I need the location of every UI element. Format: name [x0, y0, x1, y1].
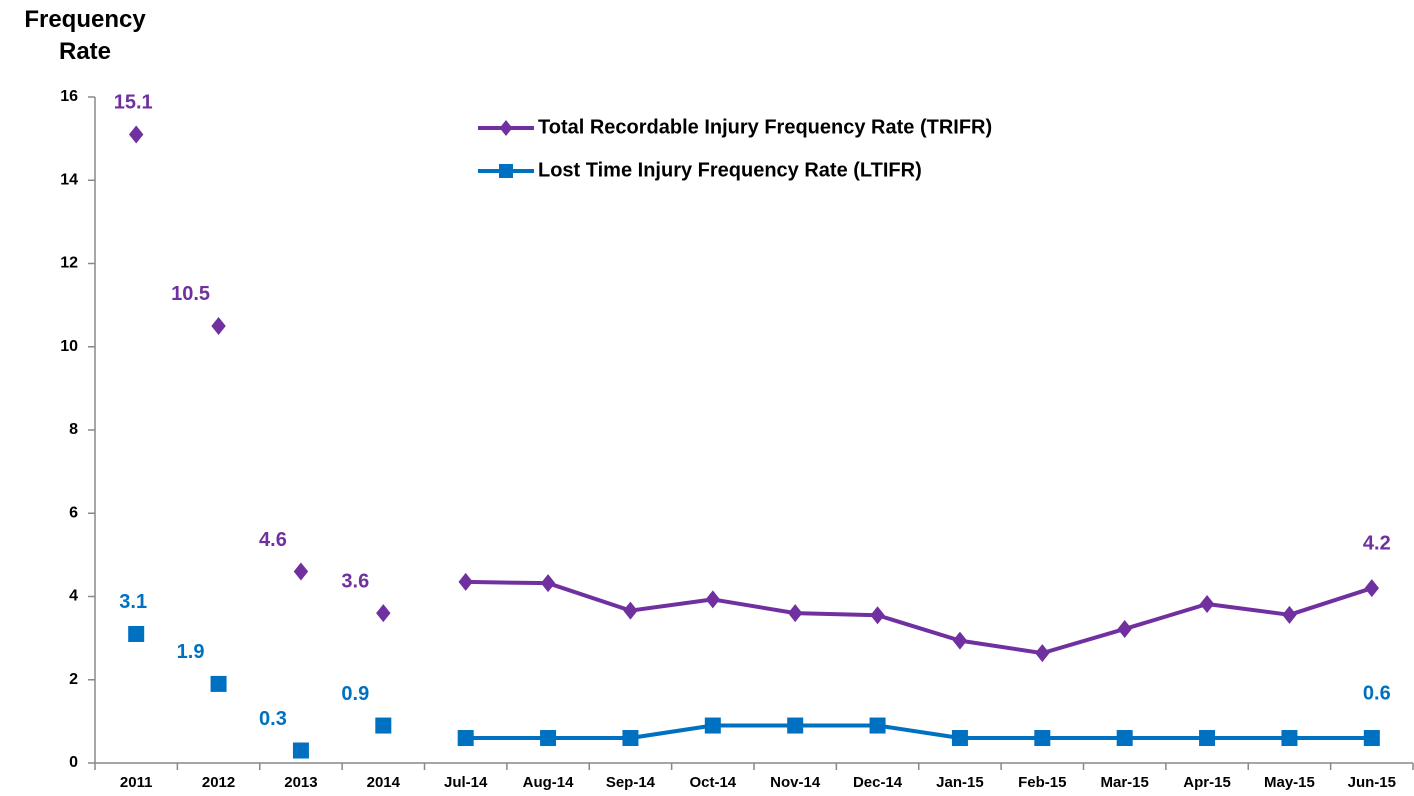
diamond-marker [787, 604, 803, 623]
square-marker [292, 742, 309, 759]
square-marker [1116, 730, 1133, 747]
x-tick-label: Nov-14 [770, 774, 821, 791]
diamond-marker [540, 574, 556, 593]
y-tick-label: 16 [60, 88, 78, 105]
x-tick-label: 2011 [120, 774, 153, 791]
data-label: 1.9 [177, 641, 205, 663]
x-tick-label: 2014 [367, 774, 401, 791]
data-label: 15.1 [114, 92, 153, 114]
square-marker [951, 730, 968, 747]
legend-label: Total Recordable Injury Frequency Rate (… [538, 116, 992, 138]
diamond-marker [1282, 605, 1297, 624]
square-marker [540, 730, 557, 747]
square-marker [1199, 730, 1216, 747]
y-tick-label: 6 [69, 504, 78, 521]
x-tick-label: Jun-15 [1348, 774, 1396, 791]
square-marker [1034, 730, 1051, 747]
data-label: 0.9 [341, 683, 369, 705]
diamond-marker [293, 562, 309, 581]
y-tick-label: 4 [69, 588, 78, 605]
x-tick-label: Dec-14 [853, 774, 903, 791]
data-label: 0.3 [259, 708, 287, 730]
square-marker [1363, 730, 1380, 747]
diamond-marker [376, 604, 391, 623]
diamond-marker [705, 590, 721, 609]
x-tick-label: 2012 [202, 774, 235, 791]
square-marker [787, 717, 804, 734]
x-tick-label: Oct-14 [689, 774, 736, 791]
x-tick-label: Jan-15 [936, 774, 984, 791]
x-tick-label: Mar-15 [1101, 774, 1149, 791]
x-tick-label: Jul-14 [444, 774, 488, 791]
data-label: 0.6 [1363, 682, 1391, 704]
data-label: 10.5 [171, 283, 210, 305]
diamond-marker [211, 316, 226, 335]
x-tick-label: Aug-14 [523, 774, 574, 791]
data-label: 3.1 [119, 591, 147, 613]
y-tick-label: 10 [60, 338, 78, 355]
data-label: 4.6 [259, 529, 287, 551]
square-marker [622, 730, 639, 747]
y-tick-label: 14 [60, 171, 78, 188]
diamond-marker [1035, 644, 1050, 663]
y-tick-label: 0 [69, 754, 78, 771]
square-marker [210, 675, 227, 692]
diamond-marker [870, 606, 885, 625]
square-marker [128, 625, 145, 642]
x-tick-label: May-15 [1264, 774, 1315, 791]
y-axis-title: Frequency Rate [24, 6, 146, 65]
square-marker [375, 717, 392, 734]
diamond-marker [128, 125, 144, 144]
diamond-marker [952, 631, 968, 650]
diamond-marker [458, 572, 473, 591]
square-marker [1281, 730, 1298, 747]
series-line [465, 579, 1373, 656]
series-line [465, 723, 1372, 741]
x-tick-label: Feb-15 [1018, 774, 1066, 791]
square-marker [457, 730, 474, 747]
diamond-marker [623, 601, 638, 620]
y-tick-label: 8 [69, 421, 78, 438]
square-marker [499, 164, 513, 178]
square-marker [704, 717, 721, 734]
y-tick-label: 2 [69, 671, 78, 688]
diamond-marker [1199, 594, 1215, 613]
x-tick-label: Apr-15 [1183, 774, 1231, 791]
legend-label: Lost Time Injury Frequency Rate (LTIFR) [538, 159, 922, 181]
diamond-marker [1117, 619, 1132, 638]
diamond-marker [1364, 579, 1380, 598]
square-marker [869, 717, 886, 734]
data-label: 4.2 [1363, 532, 1391, 554]
y-tick-label: 12 [60, 255, 78, 272]
data-label: 3.6 [341, 570, 369, 592]
x-tick-label: Sep-14 [606, 774, 656, 791]
x-tick-label: 2013 [284, 774, 317, 791]
diamond-marker [499, 120, 513, 136]
